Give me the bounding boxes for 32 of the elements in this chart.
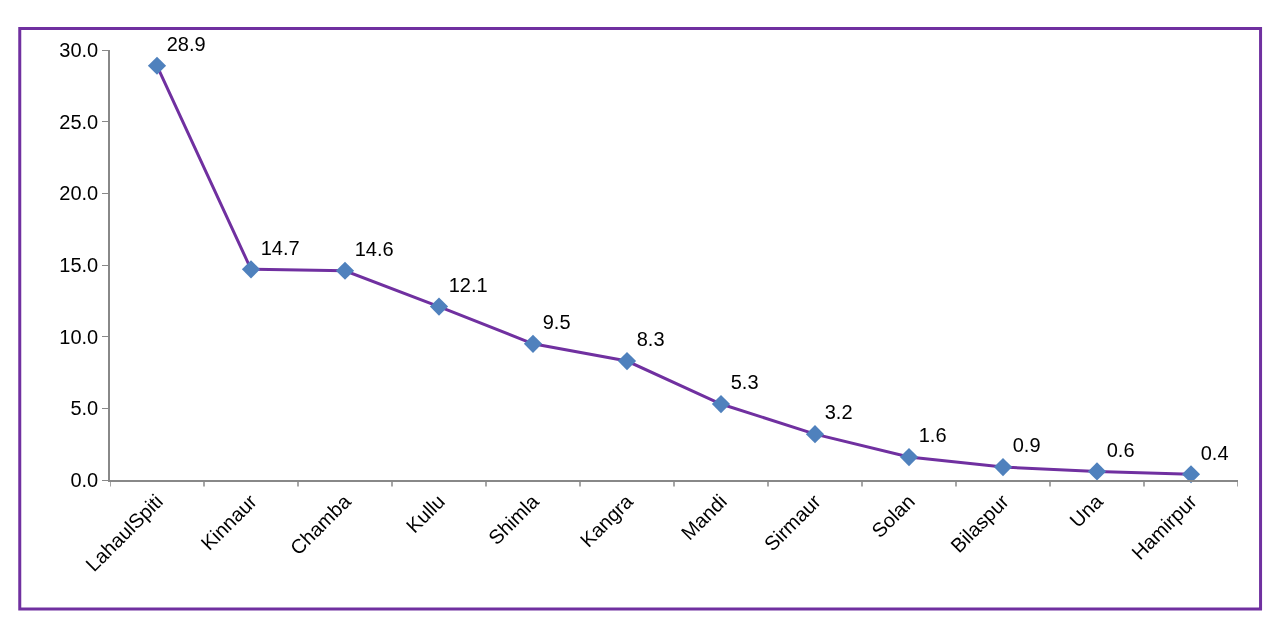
point [335, 261, 355, 280]
point [429, 297, 449, 316]
point [523, 334, 543, 353]
data-label: 1.6 [918, 424, 947, 447]
y-tick-label: 10.0 [59, 325, 99, 348]
data-label: 5.3 [730, 371, 759, 394]
data-label: 0.6 [1106, 438, 1135, 461]
point [1181, 465, 1201, 484]
data-label: 0.9 [1012, 434, 1041, 457]
data-label: 12.1 [448, 273, 488, 296]
point [711, 394, 731, 414]
point [241, 260, 261, 279]
x-tick-label: Una [1065, 489, 1108, 532]
y-tick-label: 0.0 [70, 469, 99, 491]
data-label: 8.3 [636, 328, 665, 351]
data-label: 28.9 [166, 33, 206, 56]
y-tick-label: 5.0 [70, 397, 99, 420]
data-label: 14.6 [354, 237, 394, 260]
data-label: 14.7 [260, 236, 300, 259]
data-label: 0.4 [1200, 441, 1229, 464]
y-tick-label: 20.0 [59, 182, 99, 205]
point [899, 447, 919, 467]
point [617, 351, 637, 371]
point [147, 56, 167, 75]
point [1087, 462, 1107, 481]
y-tick-label: 30.0 [59, 39, 99, 61]
data-label: 3.2 [824, 401, 853, 424]
point [805, 425, 825, 444]
point [993, 458, 1013, 477]
y-tick-label: 25.0 [59, 110, 99, 133]
y-tick-label: 15.0 [59, 254, 99, 276]
data-label: 9.5 [542, 311, 571, 334]
